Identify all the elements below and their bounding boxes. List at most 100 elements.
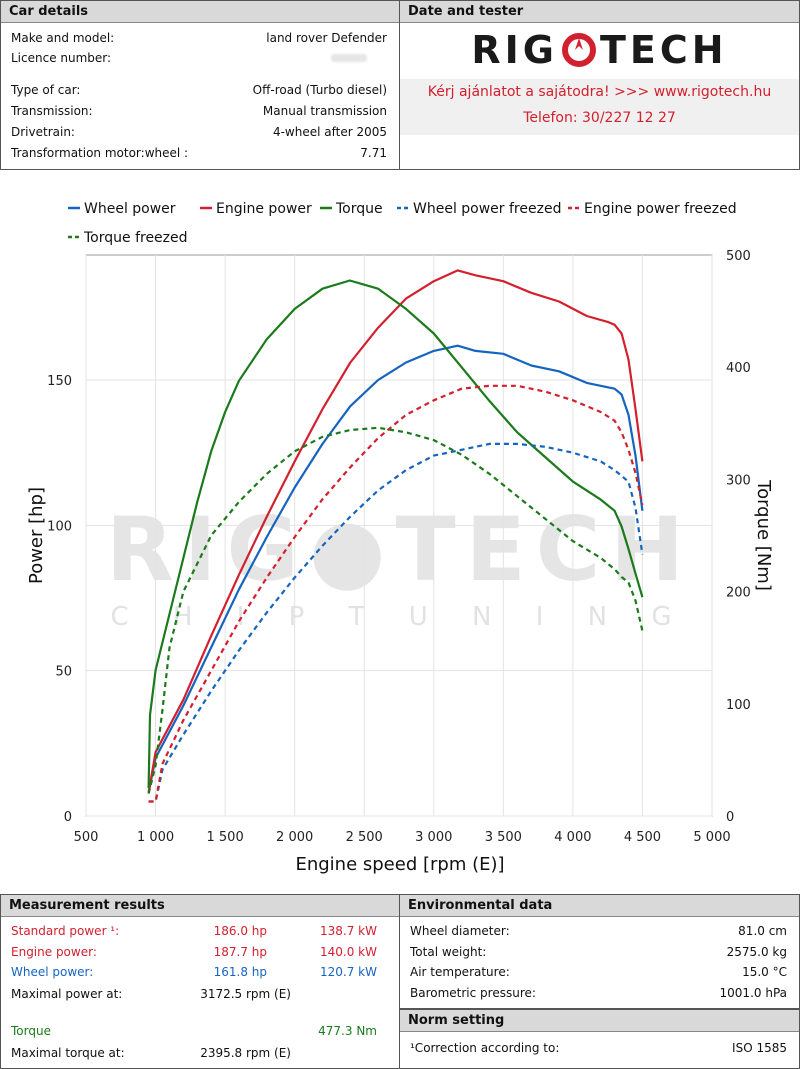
y2-tick-label: 400	[726, 361, 751, 376]
legend-label: Wheel power freezed	[413, 201, 561, 217]
x-tick-label: 3 000	[415, 830, 452, 845]
ratio-label: Transformation motor:wheel :	[11, 146, 189, 160]
series-line-wheel-power-freezed	[148, 442, 644, 803]
norm-label: ¹Correction according to:	[410, 1041, 560, 1055]
make-model-label: Make and model:	[11, 31, 115, 45]
air-temp-row: Air temperature: 15.0 °C	[410, 962, 787, 982]
engine-power-kw: 140.0 kW	[320, 945, 377, 959]
drivetrain-row: Drivetrain: 4-wheel after 2005	[11, 122, 387, 142]
total-weight-label: Total weight:	[410, 945, 487, 959]
y2-tick-label: 100	[726, 698, 751, 713]
engine-power-hp: 187.7 hp	[213, 945, 267, 959]
y2-axis-title: Torque [Nm]	[753, 479, 774, 591]
y-axis-title: Power [hp]	[26, 487, 47, 584]
x-tick-label: 4 000	[554, 830, 591, 845]
pressure-label: Barometric pressure:	[410, 986, 536, 1000]
standard-power-hp: 186.0 hp	[213, 924, 267, 938]
y2-tick-label: 0	[726, 810, 734, 825]
logo-text-left: RIG	[471, 28, 558, 72]
wheel-power-row: Wheel power: 161.8 hp 120.7 kW	[11, 962, 381, 982]
wheel-diameter-value: 81.0 cm	[738, 924, 787, 938]
y2-tick-label: 500	[726, 249, 751, 264]
legend-label: Engine power	[216, 201, 312, 217]
y2-tick-label: 300	[726, 473, 751, 488]
transmission-row: Transmission: Manual transmission	[11, 101, 387, 121]
measurement-header: Measurement results	[1, 895, 399, 917]
wheel-power-hp: 161.8 hp	[213, 965, 267, 979]
standard-power-kw: 138.7 kW	[320, 924, 377, 938]
legend-label: Torque	[335, 201, 383, 217]
y2-tick-label: 200	[726, 586, 751, 601]
logo-text-right: TECH	[600, 28, 728, 72]
date-tester-header: Date and tester	[400, 1, 799, 23]
series-line-engine-power-freezed	[148, 384, 644, 803]
date-tester-panel: Date and tester RIG TECH Kérj ajánlatot …	[399, 0, 800, 170]
chart-series	[147, 269, 644, 803]
max-power-row: Maximal power at: 3172.5 rpm (E)	[11, 984, 381, 1004]
x-axis-title: Engine speed [rpm (E)]	[295, 854, 504, 875]
licence-label: Licence number:	[11, 51, 112, 65]
x-tick-label: 5 000	[693, 830, 730, 845]
series-line-engine-power	[147, 269, 644, 793]
promo-box: Kérj ajánlatot a sajátodra! >>> www.rigo…	[400, 79, 799, 135]
drivetrain-label: Drivetrain:	[11, 125, 75, 139]
environment-header: Environmental data	[400, 895, 799, 917]
car-details-header: Car details	[1, 1, 399, 23]
engine-power-label: Engine power:	[11, 945, 97, 959]
legend-label: Engine power freezed	[584, 201, 737, 217]
pressure-value: 1001.0 hPa	[719, 986, 787, 1000]
pressure-row: Barometric pressure: 1001.0 hPa	[410, 983, 787, 1003]
ratio-value: 7.71	[360, 146, 387, 160]
torque-label: Torque	[11, 1024, 51, 1038]
logo-o-icon	[562, 33, 596, 67]
legend-label: Torque freezed	[83, 230, 188, 246]
norm-value: ISO 1585	[732, 1041, 787, 1055]
x-tick-label: 1 500	[207, 830, 244, 845]
torque-value: 477.3 Nm	[318, 1024, 377, 1038]
transmission-label: Transmission:	[11, 104, 93, 118]
make-model-row: Make and model: land rover Defender	[11, 28, 387, 48]
norm-row: ¹Correction according to: ISO 1585	[410, 1038, 787, 1058]
norm-header: Norm setting	[400, 1010, 799, 1032]
standard-power-label: Standard power ¹:	[11, 924, 120, 938]
wheel-power-kw: 120.7 kW	[320, 965, 377, 979]
measurement-panel: Measurement results Standard power ¹: 18…	[0, 894, 400, 1069]
y-tick-label: 0	[64, 810, 72, 825]
ratio-row: Transformation motor:wheel : 7.71	[11, 143, 387, 163]
air-temp-label: Air temperature:	[410, 965, 510, 979]
type-row: Type of car: Off-road (Turbo diesel)	[11, 80, 387, 100]
standard-power-row: Standard power ¹: 186.0 hp 138.7 kW	[11, 921, 381, 941]
torque-row: Torque 477.3 Nm	[11, 1021, 381, 1041]
max-power-rpm: 3172.5 rpm (E)	[200, 987, 291, 1001]
licence-row: Licence number:	[11, 48, 387, 68]
max-torque-label: Maximal torque at:	[11, 1046, 125, 1060]
legend-label: Wheel power	[84, 201, 176, 217]
x-tick-label: 4 500	[624, 830, 661, 845]
wheel-diameter-row: Wheel diameter: 81.0 cm	[410, 921, 787, 941]
promo-line-2: Telefon: 30/227 12 27	[523, 110, 676, 126]
chart-legend: Wheel power Engine power Torque Wheel power…	[68, 201, 737, 246]
chart-grid	[85, 254, 713, 817]
series-line-torque	[147, 279, 644, 789]
y-tick-label: 50	[55, 665, 72, 680]
x-tick-label: 500	[74, 830, 99, 845]
total-weight-row: Total weight: 2575.0 kg	[410, 942, 787, 962]
dyno-chart: RIG●TECH C H I P T U N I N G 500 1 000 1 50…	[0, 170, 800, 890]
chart-axes: 500 1 000 1 500 2 000 2 500 3 000 3 500 4 000 4 …	[26, 249, 774, 875]
environment-panel: Environmental data Wheel diameter: 81.0 …	[399, 894, 800, 1009]
promo-line-1[interactable]: Kérj ajánlatot a sajátodra! >>> www.rigo…	[427, 84, 772, 100]
wheel-power-label: Wheel power:	[11, 965, 94, 979]
engine-power-row: Engine power: 187.7 hp 140.0 kW	[11, 942, 381, 962]
y-tick-label: 150	[47, 374, 72, 389]
x-tick-label: 1 000	[137, 830, 174, 845]
max-power-label: Maximal power at:	[11, 987, 123, 1001]
air-temp-value: 15.0 °C	[742, 965, 787, 979]
car-details-panel: Car details Make and model: land rover D…	[0, 0, 400, 170]
x-tick-label: 2 500	[346, 830, 383, 845]
drivetrain-value: 4-wheel after 2005	[272, 125, 387, 139]
y-tick-label: 100	[47, 519, 72, 534]
wheel-diameter-label: Wheel diameter:	[410, 924, 510, 938]
watermark-subtext: C H I P T U N I N G	[110, 602, 689, 632]
transmission-value: Manual transmission	[262, 104, 387, 118]
